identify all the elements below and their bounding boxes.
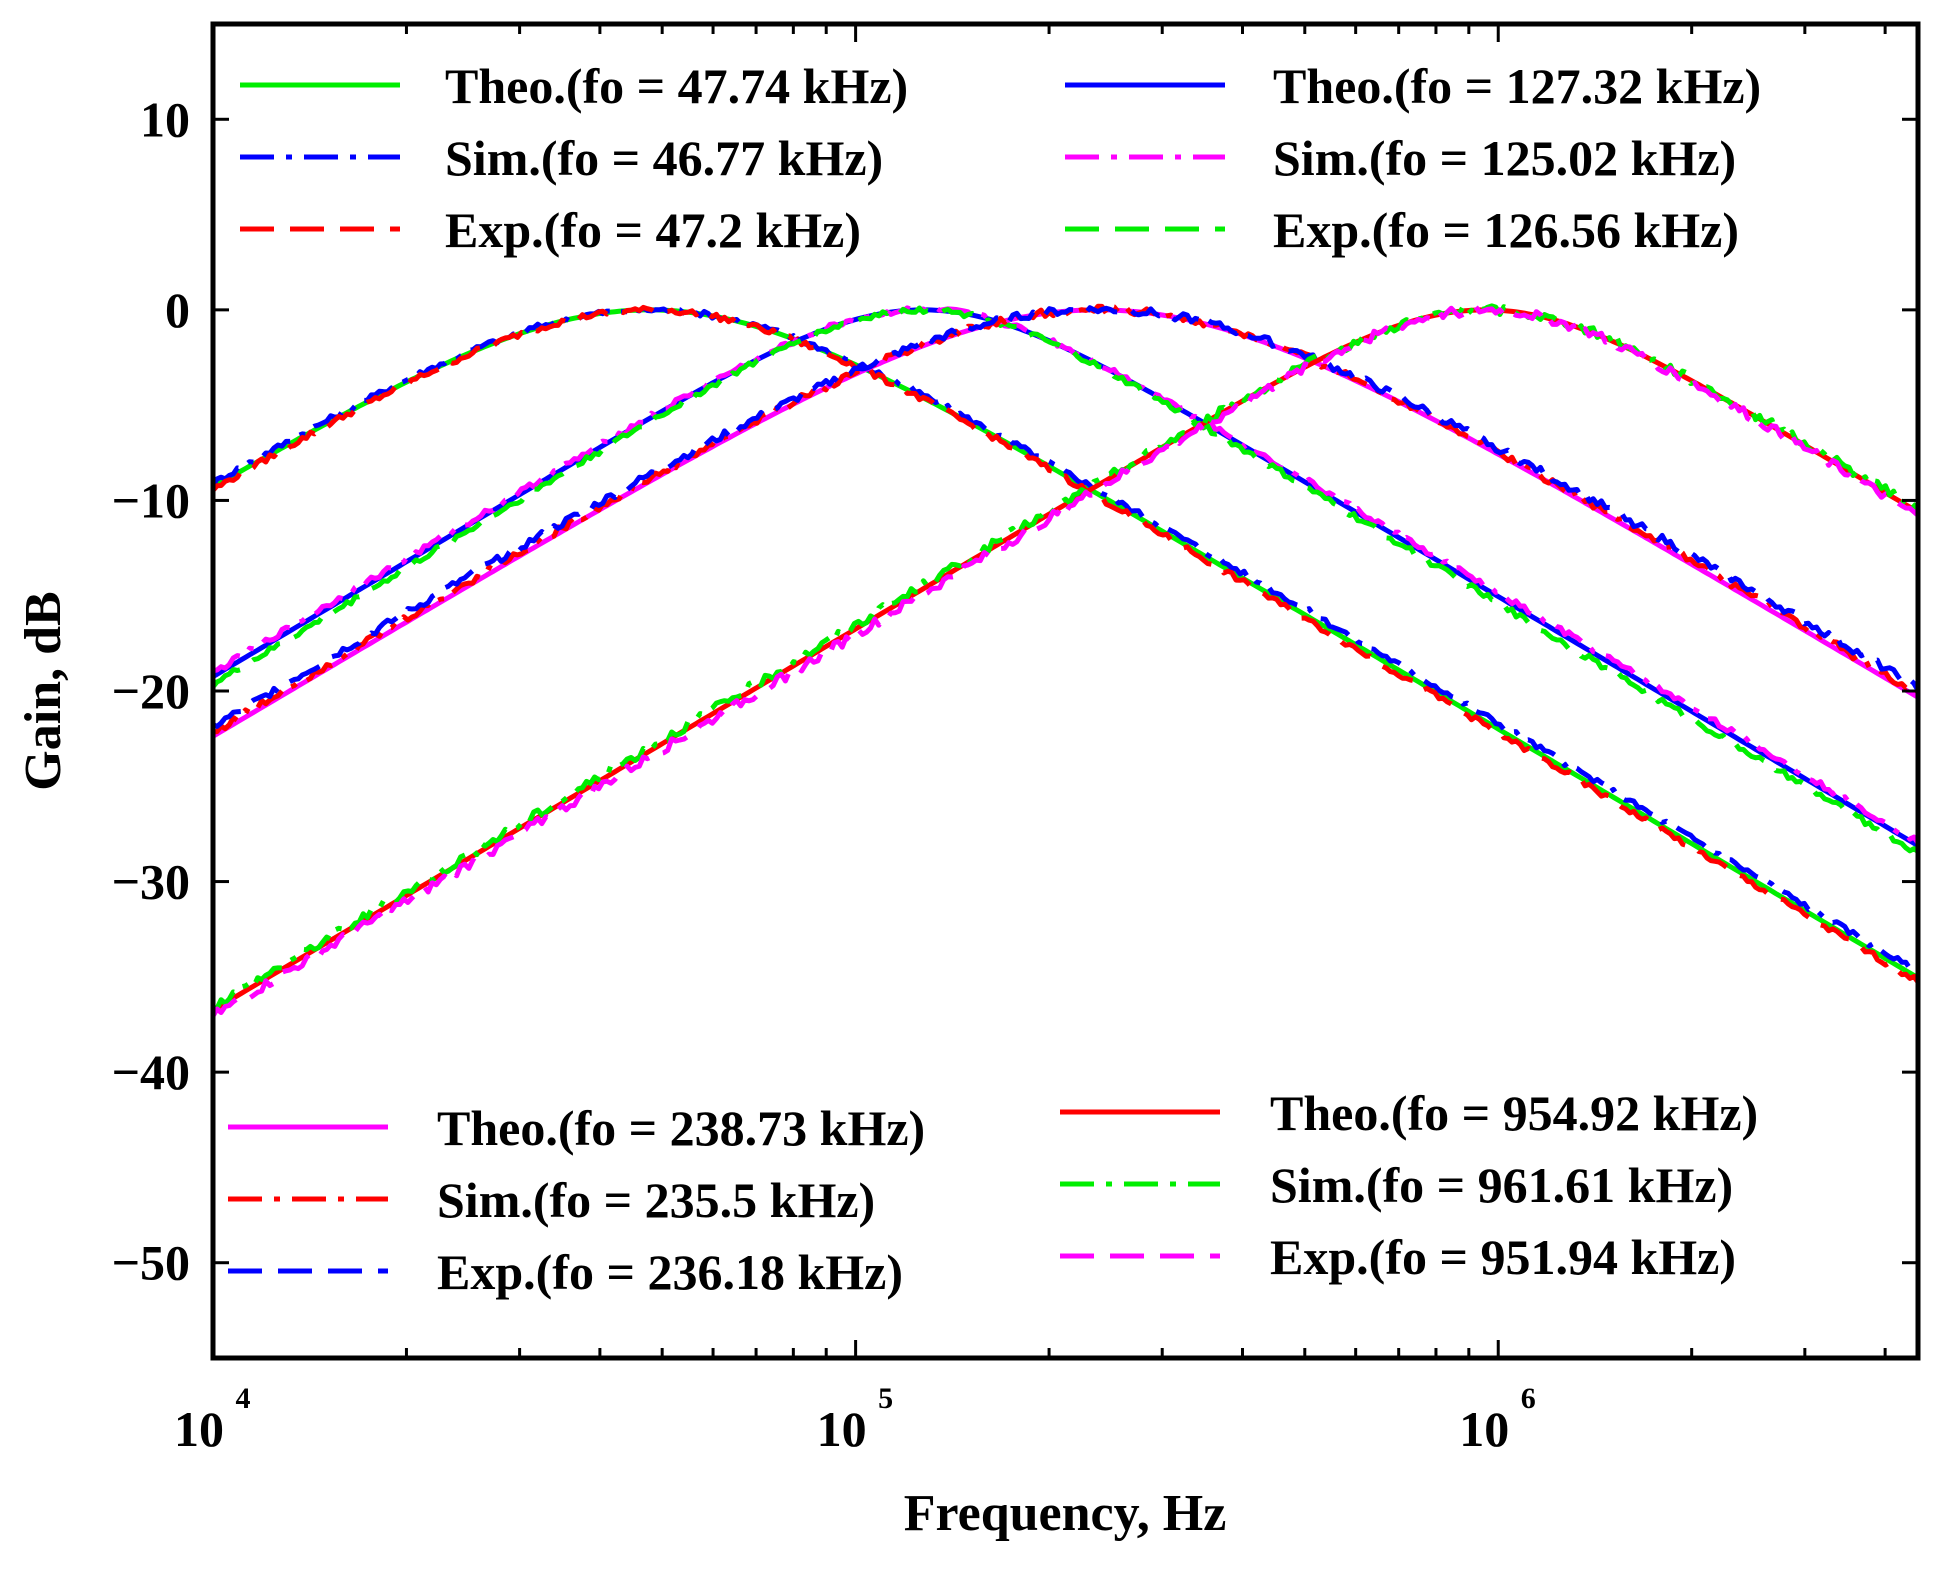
x-tick-label-base: 10 <box>174 1401 224 1457</box>
legend-label: Theo.(fo = 127.32 kHz) <box>1273 58 1761 114</box>
legend-label: Exp.(fo = 951.94 kHz) <box>1270 1229 1736 1285</box>
series-line <box>212 303 1920 735</box>
series-line <box>211 305 1920 854</box>
legend-label: Theo.(fo = 47.74 kHz) <box>445 58 908 114</box>
legend-label: Sim.(fo = 235.5 kHz) <box>437 1172 875 1228</box>
x-tick-label-base: 10 <box>1459 1401 1509 1457</box>
legend-top-left: Theo.(fo = 47.74 kHz) Sim.(fo = 46.77 kHz… <box>240 58 908 258</box>
legend-label: Theo.(fo = 954.92 kHz) <box>1270 1085 1758 1141</box>
plot-frame <box>210 21 1921 1361</box>
y-tick-label: −10 <box>112 472 191 528</box>
series-line <box>212 305 1921 845</box>
y-tick-label: −30 <box>112 854 191 910</box>
legend-label: Sim.(fo = 125.02 kHz) <box>1273 130 1736 186</box>
series-line <box>210 304 1920 1018</box>
x-tick-label-exponent: 6 <box>1521 1382 1536 1415</box>
legend-label: Sim.(fo = 46.77 kHz) <box>445 130 883 186</box>
series-line <box>211 305 1921 729</box>
legend-label: Exp.(fo = 126.56 kHz) <box>1273 202 1739 258</box>
legend-label: Sim.(fo = 961.61 kHz) <box>1270 1157 1733 1213</box>
legend-bottom-left: Theo.(fo = 238.73 kHz) Sim.(fo = 235.5 kH… <box>228 1100 925 1300</box>
series-line <box>211 304 1921 984</box>
legend-bottom-right: Theo.(fo = 954.92 kHz) Sim.(fo = 961.61 k… <box>1060 1085 1758 1285</box>
x-tick-label-exponent: 5 <box>878 1382 893 1415</box>
legend-label: Theo.(fo = 238.73 kHz) <box>437 1100 925 1156</box>
y-tick-label: −50 <box>112 1235 191 1291</box>
x-tick-label-base: 10 <box>817 1401 867 1457</box>
y-tick-label: −20 <box>112 663 191 719</box>
legend-label: Exp.(fo = 236.18 kHz) <box>437 1244 903 1300</box>
x-tick-label-exponent: 4 <box>236 1382 251 1415</box>
y-tick-label: 10 <box>140 91 190 147</box>
y-tick-label: −40 <box>112 1044 191 1100</box>
y-axis-label: Gain, dB <box>15 591 72 790</box>
legend-label: Exp.(fo = 47.2 kHz) <box>445 202 861 258</box>
legend-top-right: Theo.(fo = 127.32 kHz) Sim.(fo = 125.02 k… <box>1065 58 1761 258</box>
y-tick-label: 0 <box>165 282 190 338</box>
x-axis-label: Frequency, Hz <box>904 1485 1227 1542</box>
